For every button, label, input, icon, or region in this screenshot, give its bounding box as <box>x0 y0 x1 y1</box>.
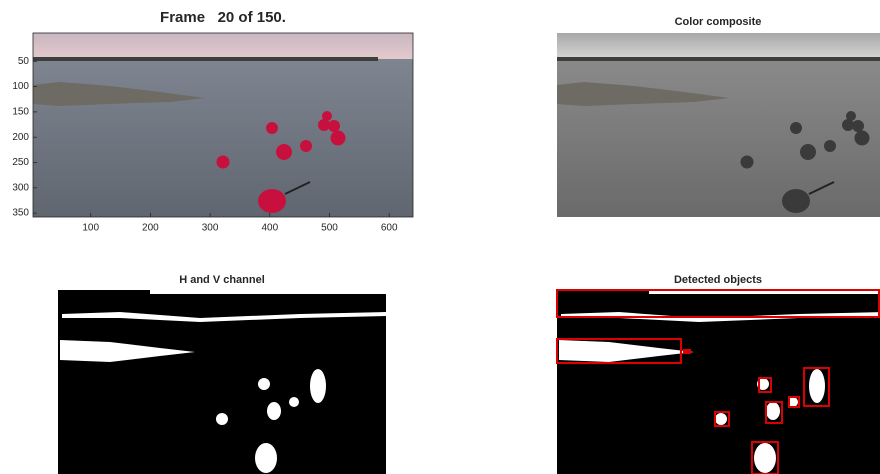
panel-title: Color composite <box>675 16 762 28</box>
y-tick-label: 350 <box>12 208 29 219</box>
y-tick-label: 50 <box>18 56 30 67</box>
panel-hv: H and V channel <box>58 274 386 474</box>
panel-title: Detected objects <box>674 274 762 286</box>
x-tick-label: 500 <box>321 223 338 234</box>
y-tick-label: 150 <box>12 107 29 118</box>
y-tick-label: 250 <box>12 157 29 168</box>
x-tick-label: 600 <box>381 223 398 234</box>
x-tick-label: 300 <box>202 223 219 234</box>
panel-title: Frame 20 of 150. <box>160 9 286 26</box>
panel-title: H and V channel <box>179 274 265 286</box>
y-tick-label: 100 <box>12 81 29 92</box>
y-tick-label: 300 <box>12 182 29 193</box>
x-tick-label: 200 <box>142 223 159 234</box>
x-tick-label: 400 <box>261 223 278 234</box>
panel-detected: Detected objects <box>557 274 880 474</box>
panel-frame: Frame 20 of 150. 100 200 300 400 500 600 50 100… <box>12 9 413 234</box>
panel-composite: Color composite <box>557 16 880 217</box>
x-tick-label: 100 <box>82 223 99 234</box>
figure: Frame 20 of 150. 100 200 300 400 500 600 50 100… <box>0 0 880 474</box>
y-tick-label: 200 <box>12 132 29 143</box>
